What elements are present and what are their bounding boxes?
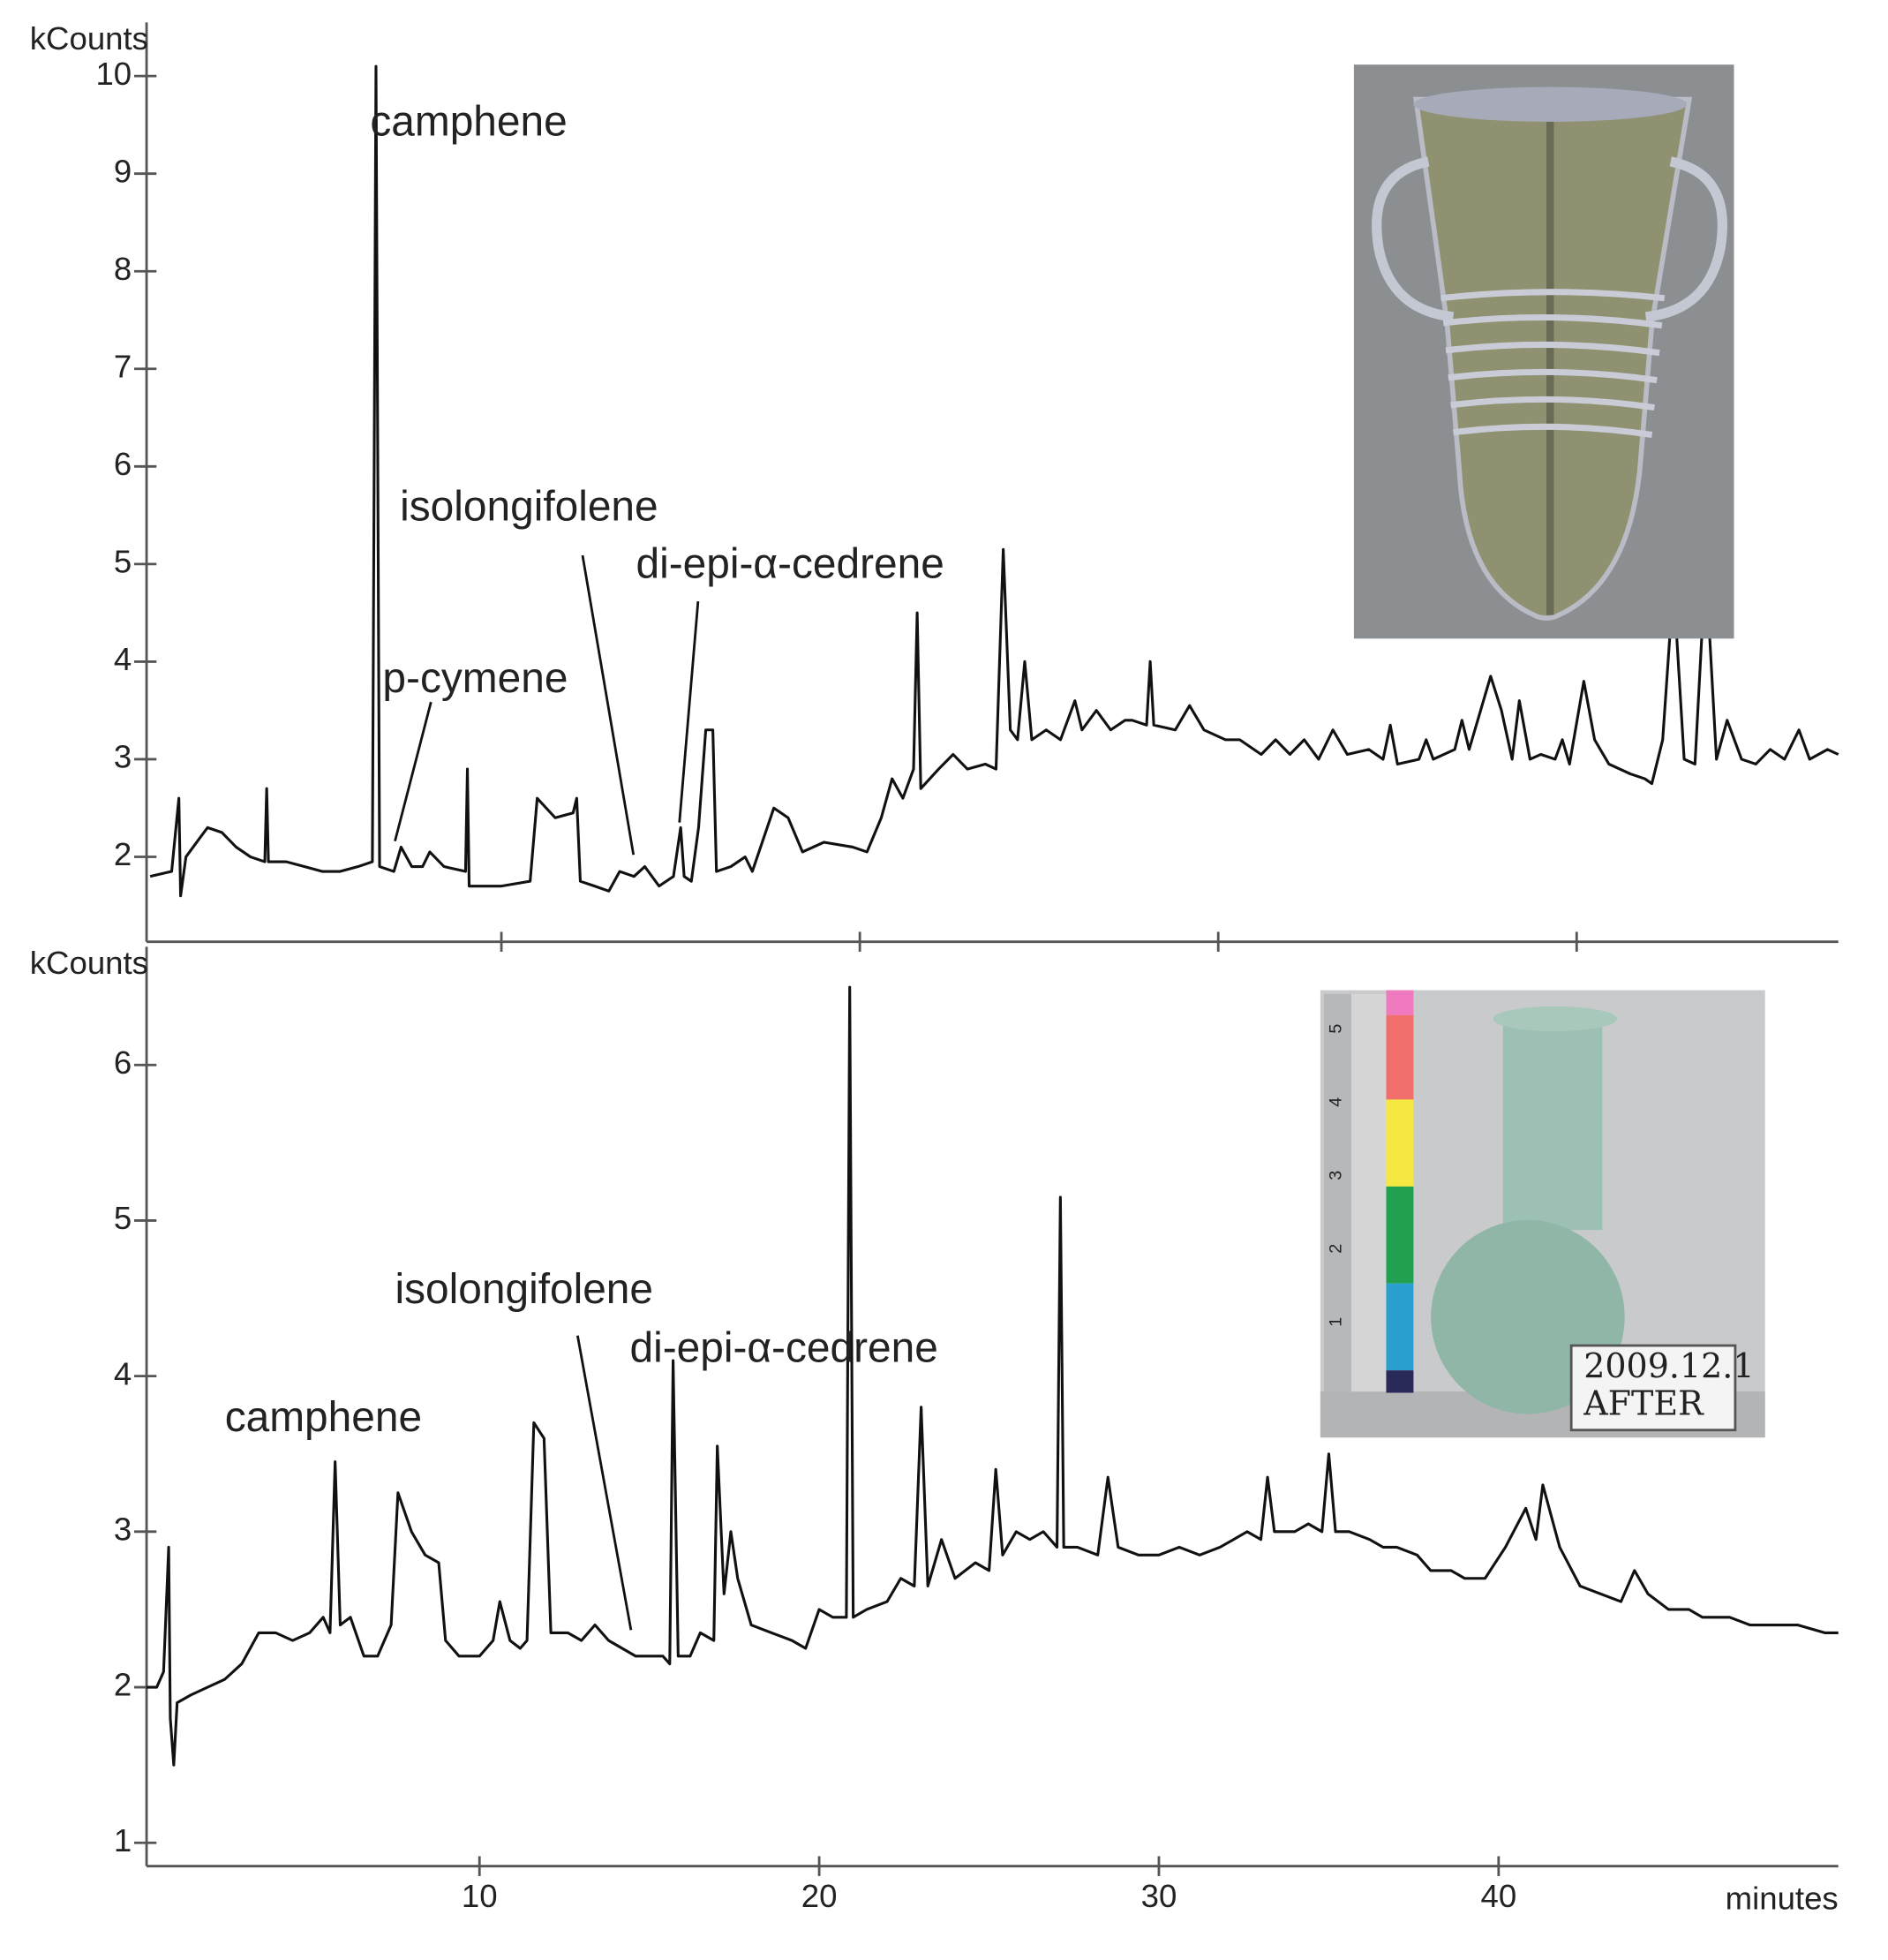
- y-tick-label: 5: [114, 544, 132, 580]
- y-tick-label: 3: [114, 739, 132, 775]
- specimen-label: 2009.12.1: [1583, 1346, 1754, 1385]
- annotation-leader: [394, 701, 433, 842]
- x-tick-label: 10: [462, 1878, 498, 1914]
- ruler-mark: 5: [1326, 1024, 1345, 1034]
- y-tick-label: 6: [114, 1044, 132, 1081]
- y-tick-label: 10: [95, 56, 132, 92]
- data-line: [147, 985, 1839, 1767]
- peak-annotation: camphene: [225, 1394, 422, 1441]
- ruler-mark: 4: [1326, 1097, 1345, 1107]
- ruler-mark: 3: [1326, 1171, 1345, 1180]
- peak-annotation: di-epi-α-cedrene: [636, 540, 944, 587]
- y-tick-label: 3: [114, 1511, 132, 1547]
- annotation-leader: [678, 600, 700, 823]
- specimen-label: AFTER: [1583, 1383, 1704, 1422]
- annotation-leader: [575, 1335, 633, 1631]
- annotation-leader: [581, 554, 636, 856]
- data-line: [149, 64, 1839, 898]
- x-tick-label: 30: [1141, 1878, 1177, 1914]
- y-tick-label: 7: [114, 348, 132, 384]
- ruler-mark: 2: [1326, 1244, 1345, 1254]
- plot: 1 2 3 4 5 6 10 20 30 40 kCounts minutes: [30, 945, 1839, 1917]
- photo-glass-vessel: [1353, 64, 1734, 639]
- photo-glass-bottle: [1320, 990, 1765, 1438]
- peak-annotation: p-cymene: [382, 655, 568, 702]
- peak-annotation: isolongifolene: [395, 1266, 654, 1313]
- ruler-mark: 1: [1326, 1317, 1345, 1327]
- peak-annotation: isolongifolene: [400, 484, 658, 531]
- y-tick-label: 6: [114, 446, 132, 482]
- y-tick-label: 8: [114, 251, 132, 287]
- x-tick-label: 20: [801, 1878, 838, 1914]
- y-tick-label: 9: [114, 153, 132, 189]
- y-axis-label: kCounts: [30, 20, 148, 57]
- peak-annotation: camphene: [370, 98, 567, 145]
- y-tick-label: 1: [114, 1822, 132, 1858]
- peak-annotation: di-epi-α-cedrene: [629, 1324, 937, 1371]
- y-tick-label: 2: [114, 836, 132, 872]
- y-tick-label: 2: [114, 1667, 132, 1703]
- y-tick-label: 5: [114, 1200, 132, 1236]
- x-tick-label: 40: [1480, 1878, 1516, 1914]
- y-tick-label: 4: [114, 1355, 132, 1391]
- y-tick-label: 4: [114, 641, 132, 677]
- y-axis-label: kCounts: [30, 945, 148, 981]
- x-axis-label: minutes: [1726, 1881, 1839, 1917]
